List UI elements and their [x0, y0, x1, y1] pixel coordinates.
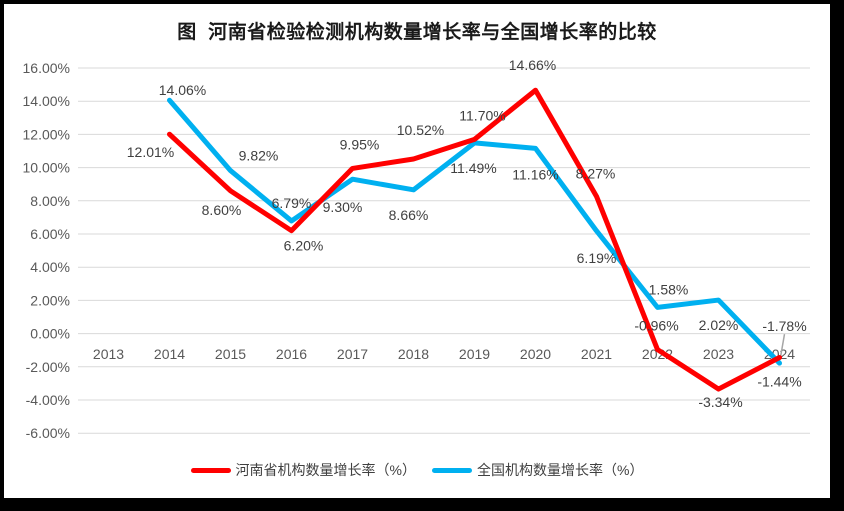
- y-axis-tick-label: 8.00%: [30, 193, 70, 209]
- data-label-henan-2023: -3.34%: [698, 394, 742, 410]
- data-label-national-2022: 1.58%: [649, 281, 689, 297]
- data-label-national-2024: -1.78%: [762, 318, 806, 334]
- data-label-national-2015: 9.82%: [239, 148, 279, 164]
- series-line-national[interactable]: [167, 97, 782, 366]
- y-axis-tick-label: 4.00%: [30, 259, 70, 275]
- data-label-national-2020: 11.16%: [512, 166, 558, 182]
- x-axis-tick-label: 2018: [398, 346, 429, 362]
- y-axis-tick-label: 6.00%: [30, 226, 70, 242]
- y-axis-tick-label: 10.00%: [23, 160, 70, 176]
- y-axis-tick-label: 2.00%: [30, 292, 70, 308]
- data-label-national-2016: 6.79%: [272, 195, 312, 211]
- x-axis-tick-label: 2023: [703, 346, 734, 362]
- y-axis-tick-label: -4.00%: [26, 392, 70, 408]
- x-axis-tick-label: 2014: [154, 346, 185, 362]
- chart-area: 图 河南省检验检测机构数量增长率与全国增长率的比较 16.00% 14.00% 12…: [4, 4, 830, 498]
- data-label-henan-2024: -1.44%: [757, 374, 801, 390]
- x-axis-tick-label: 2020: [520, 346, 551, 362]
- y-axis-tick-label: 12.00%: [23, 126, 70, 142]
- data-label-national-2021: 6.19%: [577, 250, 617, 266]
- legend-item-henan[interactable]: 河南省机构数量增长率（%）: [190, 460, 416, 480]
- label-leader-line: [779, 334, 786, 358]
- chart-legend: 河南省机构数量增长率（%） 全国机构数量增长率（%）: [4, 459, 830, 481]
- data-label-henan-2022: -0.96%: [634, 318, 678, 334]
- legend-label-henan: 河南省机构数量增长率（%）: [235, 462, 416, 478]
- legend-label-national: 全国机构数量增长率（%）: [477, 462, 644, 478]
- chart-svg[interactable]: 16.00% 14.00% 12.00% 10.00% 8.00% 6.00% 4.00% 2…: [4, 4, 830, 498]
- y-axis-tick-label: 0.00%: [30, 326, 70, 342]
- data-label-national-2018: 8.66%: [389, 207, 429, 223]
- data-label-henan-2016: 6.20%: [284, 238, 324, 254]
- x-axis-tick-label: 2016: [276, 346, 307, 362]
- data-label-national-2023: 2.02%: [699, 317, 739, 333]
- data-label-henan-2015: 8.60%: [202, 202, 242, 218]
- data-label-national-2019: 11.49%: [450, 160, 496, 176]
- data-label-national-2017: 9.30%: [323, 199, 363, 215]
- x-axis-tick-label: 2021: [581, 346, 612, 362]
- x-axis-tick-label: 2019: [459, 346, 490, 362]
- data-label-henan-2019: 11.70%: [459, 107, 505, 123]
- data-label-henan-2018: 10.52%: [397, 122, 444, 138]
- legend-swatch-national-line: [432, 467, 472, 473]
- y-axis-tick-label: 16.00%: [23, 60, 70, 76]
- legend-item-national[interactable]: 全国机构数量增长率（%）: [432, 460, 643, 480]
- y-axis-tick-label: -2.00%: [26, 359, 70, 375]
- x-axis-tick-label: 2017: [337, 346, 368, 362]
- legend-swatch-henan-line: [190, 467, 231, 473]
- series-line-henan[interactable]: [167, 87, 782, 392]
- y-axis-tick-label: 14.00%: [23, 93, 70, 109]
- chart-title: 图 河南省检验检测机构数量增长率与全国增长率的比较: [177, 22, 657, 43]
- data-label-henan-2017: 9.95%: [340, 136, 380, 152]
- y-axis-tick-label: -6.00%: [26, 425, 70, 441]
- x-axis-tick-label: 2015: [215, 346, 246, 362]
- x-axis-tick-label: 2013: [93, 346, 124, 362]
- x-axis-tick-label: 2022: [642, 346, 673, 362]
- data-label-national-2014: 14.06%: [159, 82, 206, 98]
- data-label-henan-2020: 14.66%: [509, 57, 556, 73]
- data-label-henan-2021: 8.27%: [576, 165, 616, 181]
- data-label-henan-2014: 12.01%: [127, 144, 174, 160]
